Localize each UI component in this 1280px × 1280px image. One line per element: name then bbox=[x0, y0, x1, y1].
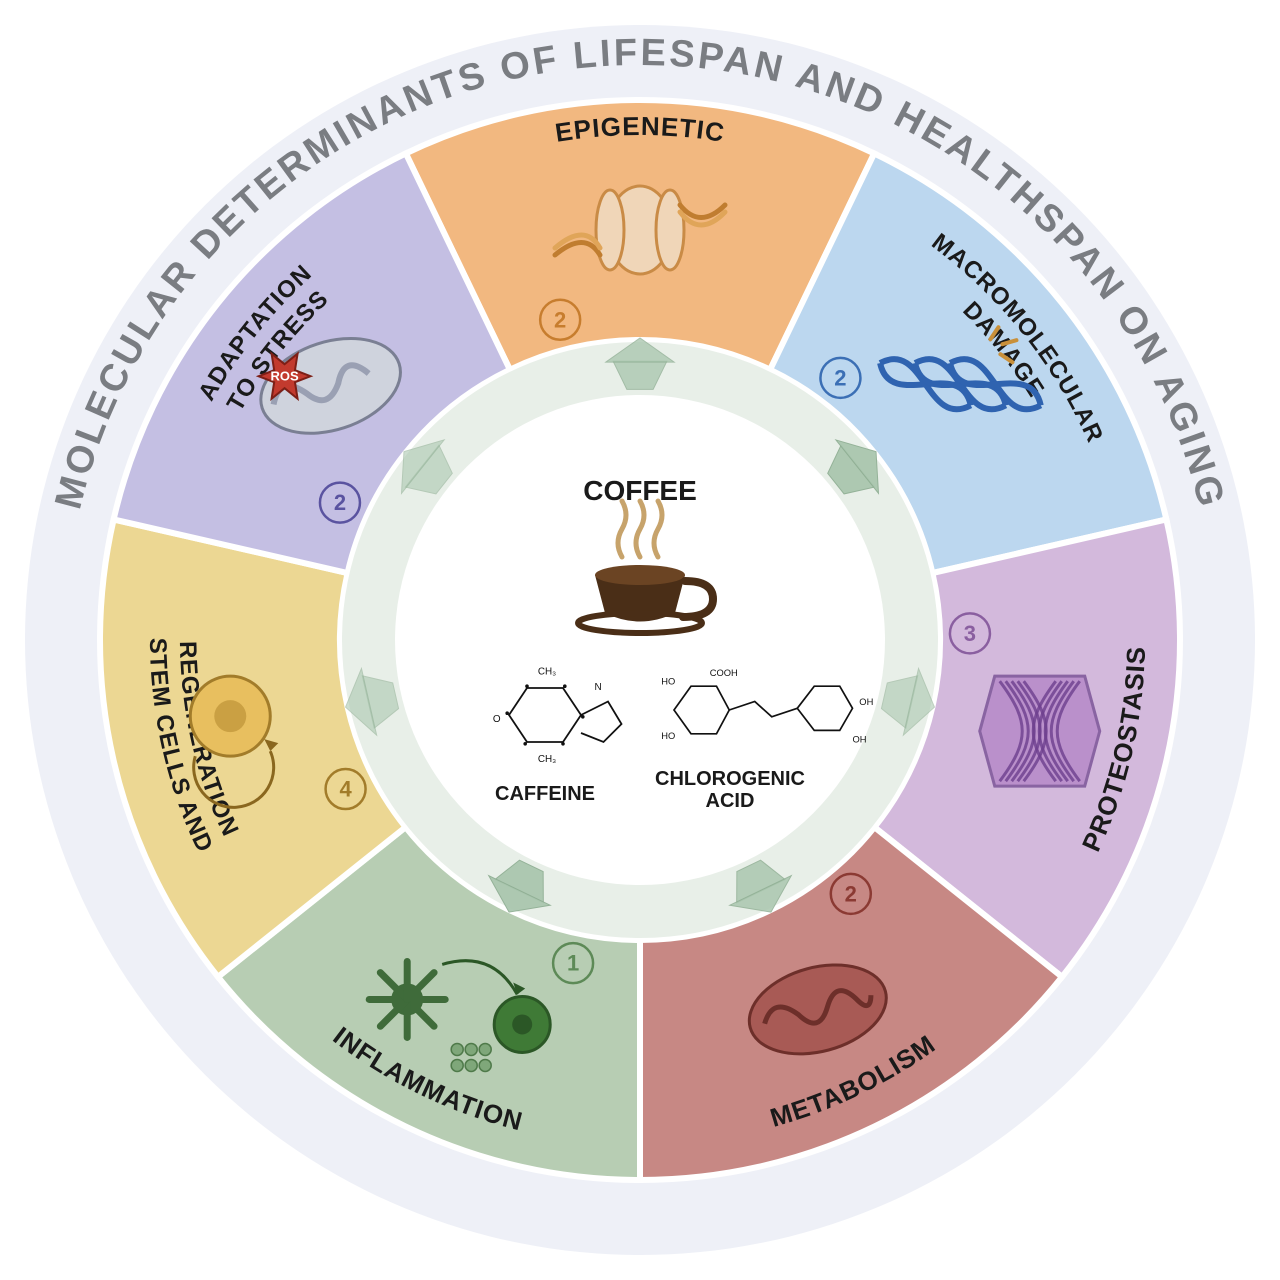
compound-1: ACID bbox=[706, 790, 755, 812]
svg-text:3: 3 bbox=[964, 621, 976, 646]
svg-text:2: 2 bbox=[554, 307, 566, 332]
compound-1: CHLOROGENIC bbox=[655, 768, 805, 790]
svg-text:O: O bbox=[493, 714, 501, 725]
svg-text:OH: OH bbox=[853, 734, 867, 744]
svg-text:1: 1 bbox=[567, 951, 579, 976]
svg-text:HO: HO bbox=[661, 731, 675, 741]
svg-text:CH₃: CH₃ bbox=[538, 667, 556, 678]
svg-text:N: N bbox=[595, 682, 602, 693]
svg-text:HO: HO bbox=[661, 677, 675, 687]
svg-text:ROS: ROS bbox=[270, 369, 299, 384]
svg-text:2: 2 bbox=[334, 490, 346, 515]
compound-0: CAFFEINE bbox=[495, 783, 595, 805]
svg-text:OH: OH bbox=[859, 697, 873, 707]
svg-text:CH₃: CH₃ bbox=[538, 754, 556, 765]
svg-text:2: 2 bbox=[834, 365, 846, 390]
icon-proteo bbox=[980, 676, 1100, 786]
svg-text:4: 4 bbox=[339, 777, 352, 802]
svg-text:COOH: COOH bbox=[710, 668, 738, 678]
svg-text:2: 2 bbox=[845, 881, 857, 906]
